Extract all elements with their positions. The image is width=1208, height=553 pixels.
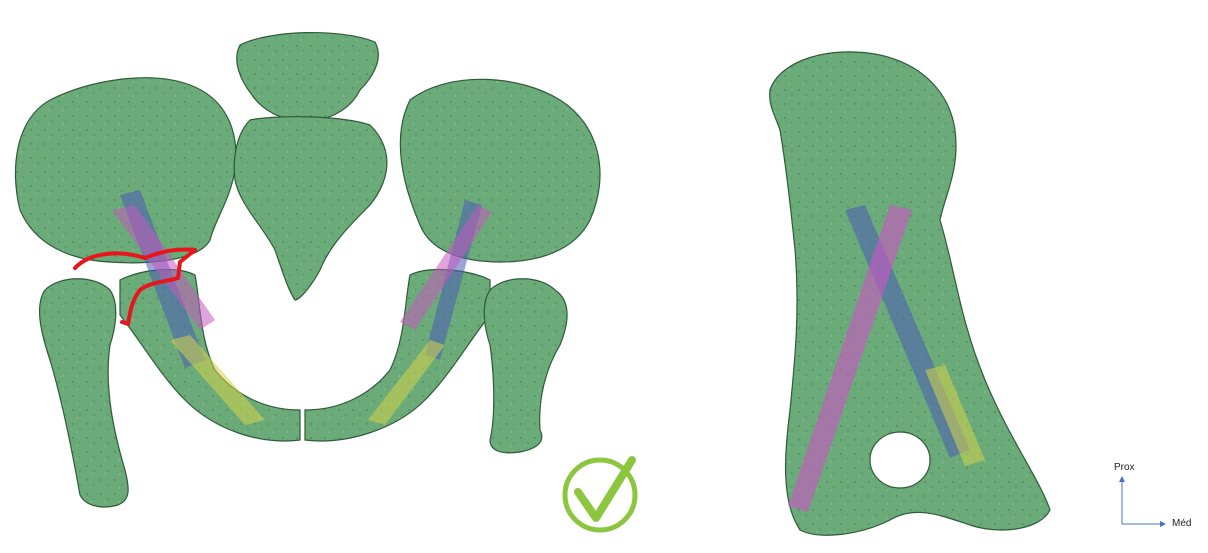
lateral-pink-corridor xyxy=(788,205,912,512)
fracture-line xyxy=(73,247,197,326)
medial-label: Méd xyxy=(1172,518,1192,529)
hemipelvis-lateral-svg xyxy=(769,51,1051,536)
medial-arrow-head xyxy=(1160,521,1166,527)
right-pink-corridor xyxy=(400,205,492,330)
obturator-foramen xyxy=(869,431,931,489)
pelvis-anterior-view xyxy=(14,32,638,533)
left-femur xyxy=(39,278,129,508)
proximal-arrow-head xyxy=(1119,476,1125,482)
proximal-label: Prox xyxy=(1114,462,1135,473)
left-iliac-wing xyxy=(14,77,237,264)
sacrum xyxy=(233,116,388,301)
right-yellow-corridor xyxy=(368,340,445,425)
left-yellow-corridor xyxy=(170,335,265,425)
left-pubic-ramus xyxy=(119,269,301,442)
right-iliac-wing xyxy=(399,78,601,263)
right-femur xyxy=(483,278,568,454)
left-pink-corridor xyxy=(112,205,215,330)
right-pubic-ramus xyxy=(304,268,491,442)
lumbar-vertebra xyxy=(236,32,379,123)
lateral-yellow-corridor xyxy=(925,365,985,466)
hemipelvis-lateral-view xyxy=(740,30,1080,548)
pelvis-anterior-svg xyxy=(14,32,638,533)
check-mark-icon xyxy=(562,456,638,533)
